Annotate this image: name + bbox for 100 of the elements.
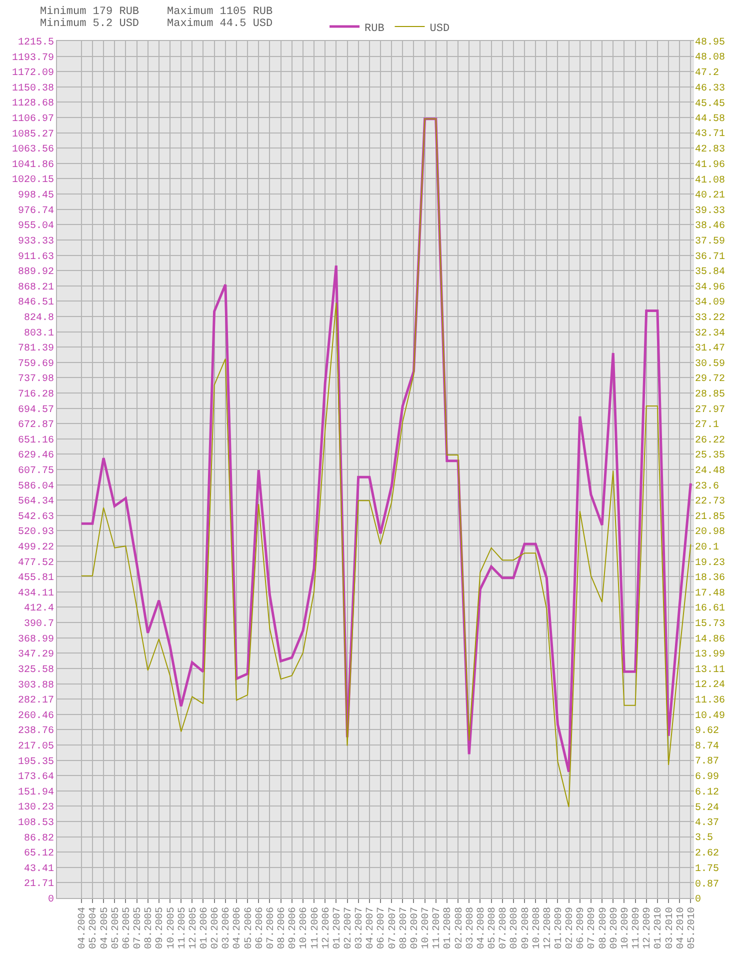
legend-label: RUB (364, 22, 385, 35)
x-tick-label: 09.2008 (520, 907, 532, 950)
y-tick-label: 217.05 (18, 741, 54, 752)
y2-tick-label: 9.62 (695, 726, 720, 738)
y2-tick-label: 27.1 (695, 420, 720, 432)
x-tick-label: 03.2007 (354, 907, 366, 950)
y-tick-label: 1193.79 (12, 52, 54, 64)
y2-tick-label: 39.33 (695, 206, 726, 217)
y2-tick-label: 32.34 (695, 328, 726, 340)
y2-tick-label: 35.84 (695, 267, 726, 278)
y-tick-label: 260.46 (18, 710, 54, 722)
y-tick-label: 108.53 (18, 818, 54, 829)
y-tick-label: 1215.5 (18, 38, 54, 48)
x-tick-label: 08.2008 (510, 907, 521, 950)
x-tick-label: 12.2009 (642, 907, 654, 950)
x-tick-label: 01.2008 (443, 907, 454, 950)
x-tick-label: 12.2005 (188, 907, 200, 950)
y-tick-label: 390.7 (24, 619, 54, 630)
x-tick-label: 01.2010 (654, 907, 665, 950)
y-tick-label: 1041.86 (12, 160, 54, 171)
y2-tick-label: 28.85 (695, 389, 726, 400)
y-tick-label: 195.35 (18, 756, 54, 768)
x-tick-label: 11.2006 (310, 907, 322, 950)
y2-tick-label: 17.48 (695, 588, 726, 600)
y2-tick-label: 41.96 (695, 160, 726, 171)
x-tick-label: 02.2007 (344, 907, 354, 950)
y-tick-label: 586.04 (18, 481, 54, 492)
x-tick-label: 08.2006 (277, 907, 288, 950)
x-tick-label: 01.2009 (554, 907, 565, 950)
y2-tick-label: 3.5 (695, 833, 714, 844)
y2-tick-label: 22.73 (695, 496, 726, 508)
text: Maximum 1105 RUB (167, 6, 274, 18)
x-tick-label: 08.2005 (144, 907, 156, 950)
x-tick-label: 09.2009 (609, 907, 620, 950)
y2-tick-label: 12.24 (695, 680, 726, 692)
y2-tick-label: 25.35 (695, 450, 726, 462)
y-tick-label: 564.34 (18, 496, 54, 508)
y-tick-label: 130.23 (18, 802, 54, 814)
y2-tick-label: 38.46 (695, 221, 726, 232)
x-tick-label: 07.2007 (388, 907, 399, 950)
x-tick-label: 04.2008 (476, 907, 488, 950)
x-tick-label: 07.2005 (133, 907, 144, 950)
x-tick-label: 10.2005 (166, 907, 178, 950)
y-tick-label: 846.51 (18, 298, 54, 309)
y-tick-label: 151.94 (18, 787, 54, 798)
y-tick-label: 520.93 (18, 527, 54, 538)
x-tick-label: 04.2004 (78, 907, 89, 950)
x-tick-label: 05.2004 (88, 907, 100, 950)
y-tick-label: 325.58 (18, 664, 54, 676)
y-tick-label: 173.64 (18, 772, 54, 784)
x-tick-label: 03.2010 (664, 907, 676, 950)
y-tick-label: 976.74 (18, 206, 54, 217)
y-tick-label: 434.11 (18, 588, 54, 600)
x-tick-label: 05.2005 (110, 907, 122, 950)
y-tick-label: 759.69 (18, 358, 54, 370)
y2-tick-label: 29.72 (695, 374, 726, 386)
y2-tick-label: 46.33 (695, 83, 726, 94)
y2-tick-label: 4.37 (695, 818, 720, 829)
y-tick-label: 412.4 (24, 604, 54, 615)
y2-tick-label: 6.12 (695, 787, 720, 798)
y2-tick-label: 15.73 (695, 619, 726, 630)
x-tick-label: 10.2008 (532, 907, 543, 950)
y-tick-label: 65.12 (24, 848, 54, 860)
text: Minimum 179 RUB (40, 6, 140, 18)
x-tick-label: 12.2006 (321, 907, 332, 950)
y2-tick-label: 0 (695, 894, 702, 906)
y-tick-label: 933.33 (18, 236, 54, 248)
x-tick-label: 01.2006 (199, 907, 210, 950)
y-tick-label: 868.21 (18, 282, 54, 294)
x-tick-label: 05.2006 (244, 907, 255, 950)
y2-tick-label: 11.36 (695, 696, 726, 707)
y2-tick-label: 20.98 (695, 527, 726, 538)
y-tick-label: 1063.56 (12, 144, 54, 156)
y2-tick-label: 14.86 (695, 634, 726, 646)
y2-tick-label: 13.99 (695, 650, 726, 661)
y-tick-label: 282.17 (18, 696, 54, 707)
x-tick-label: 04.2005 (100, 907, 111, 950)
y-tick-label: 368.99 (18, 634, 54, 646)
y-tick-label: 629.46 (18, 450, 54, 462)
y-tick-label: 955.04 (18, 221, 54, 232)
y2-tick-label: 48.95 (695, 38, 726, 48)
x-tick-label: 01.2007 (332, 907, 344, 950)
y2-tick-label: 45.45 (695, 98, 726, 110)
x-tick-label: 12.2008 (542, 907, 554, 950)
x-tick-label: 06.2006 (254, 907, 266, 950)
y-tick-label: 694.57 (18, 404, 54, 416)
y2-tick-label: 16.61 (695, 604, 726, 615)
y2-tick-label: 44.58 (695, 114, 726, 126)
y2-tick-label: 27.97 (695, 404, 726, 416)
y2-tick-label: 31.47 (695, 344, 726, 355)
x-tick-label: 07.2009 (587, 907, 598, 950)
y2-tick-label: 48.08 (695, 52, 726, 64)
x-tick-label: 09.2005 (155, 907, 166, 950)
x-tick-label: 11.2005 (177, 907, 188, 950)
y-tick-label: 238.76 (18, 726, 54, 738)
text: Maximum 44.5 USD (167, 18, 274, 30)
y2-tick-label: 47.2 (695, 68, 720, 80)
y-tick-label: 303.88 (18, 680, 54, 692)
y-tick-label: 0 (48, 894, 54, 906)
x-tick-label: 05.2008 (488, 907, 499, 950)
